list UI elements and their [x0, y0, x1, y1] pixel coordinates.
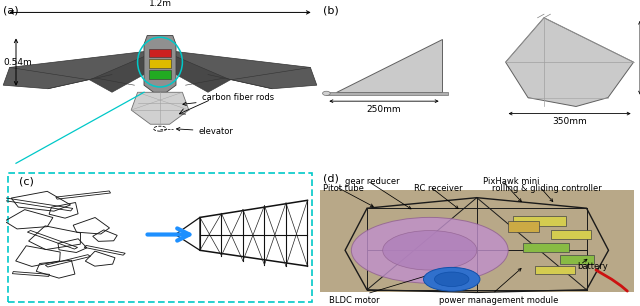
Text: BLDC motor: BLDC motor	[330, 296, 380, 305]
FancyBboxPatch shape	[508, 222, 540, 232]
Polygon shape	[144, 35, 176, 92]
Bar	[149, 49, 172, 57]
Polygon shape	[506, 18, 634, 106]
Text: Pitot tube: Pitot tube	[323, 184, 364, 193]
Text: rolling & gliding controller: rolling & gliding controller	[493, 184, 602, 193]
Circle shape	[351, 217, 508, 283]
FancyBboxPatch shape	[523, 243, 569, 252]
Text: (b): (b)	[323, 5, 339, 15]
Text: elevator: elevator	[177, 127, 233, 136]
Text: 250mm: 250mm	[367, 105, 401, 114]
Text: gear reducer: gear reducer	[345, 177, 400, 186]
Text: 350mm: 350mm	[552, 117, 587, 126]
Bar	[320, 190, 634, 293]
FancyBboxPatch shape	[535, 266, 575, 274]
FancyBboxPatch shape	[560, 255, 594, 264]
Text: PixHawk mini: PixHawk mini	[483, 177, 540, 186]
Text: 0.54m: 0.54m	[3, 58, 32, 67]
Text: RC receiver: RC receiver	[414, 184, 463, 193]
Circle shape	[383, 231, 477, 270]
Polygon shape	[90, 50, 160, 92]
Circle shape	[435, 272, 469, 286]
Text: (c): (c)	[19, 177, 33, 187]
Bar	[149, 59, 172, 68]
Polygon shape	[160, 50, 317, 89]
FancyBboxPatch shape	[551, 230, 591, 239]
Polygon shape	[131, 92, 189, 124]
Circle shape	[323, 91, 330, 95]
Text: (a): (a)	[3, 5, 19, 15]
Bar	[326, 92, 448, 95]
Bar	[149, 70, 172, 79]
FancyBboxPatch shape	[513, 216, 566, 226]
Text: battery: battery	[577, 262, 608, 271]
Text: power management module: power management module	[439, 296, 559, 305]
Circle shape	[424, 267, 480, 291]
Polygon shape	[336, 39, 442, 92]
Polygon shape	[3, 50, 160, 89]
Text: 1.2m: 1.2m	[148, 0, 172, 8]
Polygon shape	[160, 50, 230, 92]
Text: carbon fiber rods: carbon fiber rods	[183, 93, 274, 106]
Text: (d): (d)	[323, 174, 339, 184]
